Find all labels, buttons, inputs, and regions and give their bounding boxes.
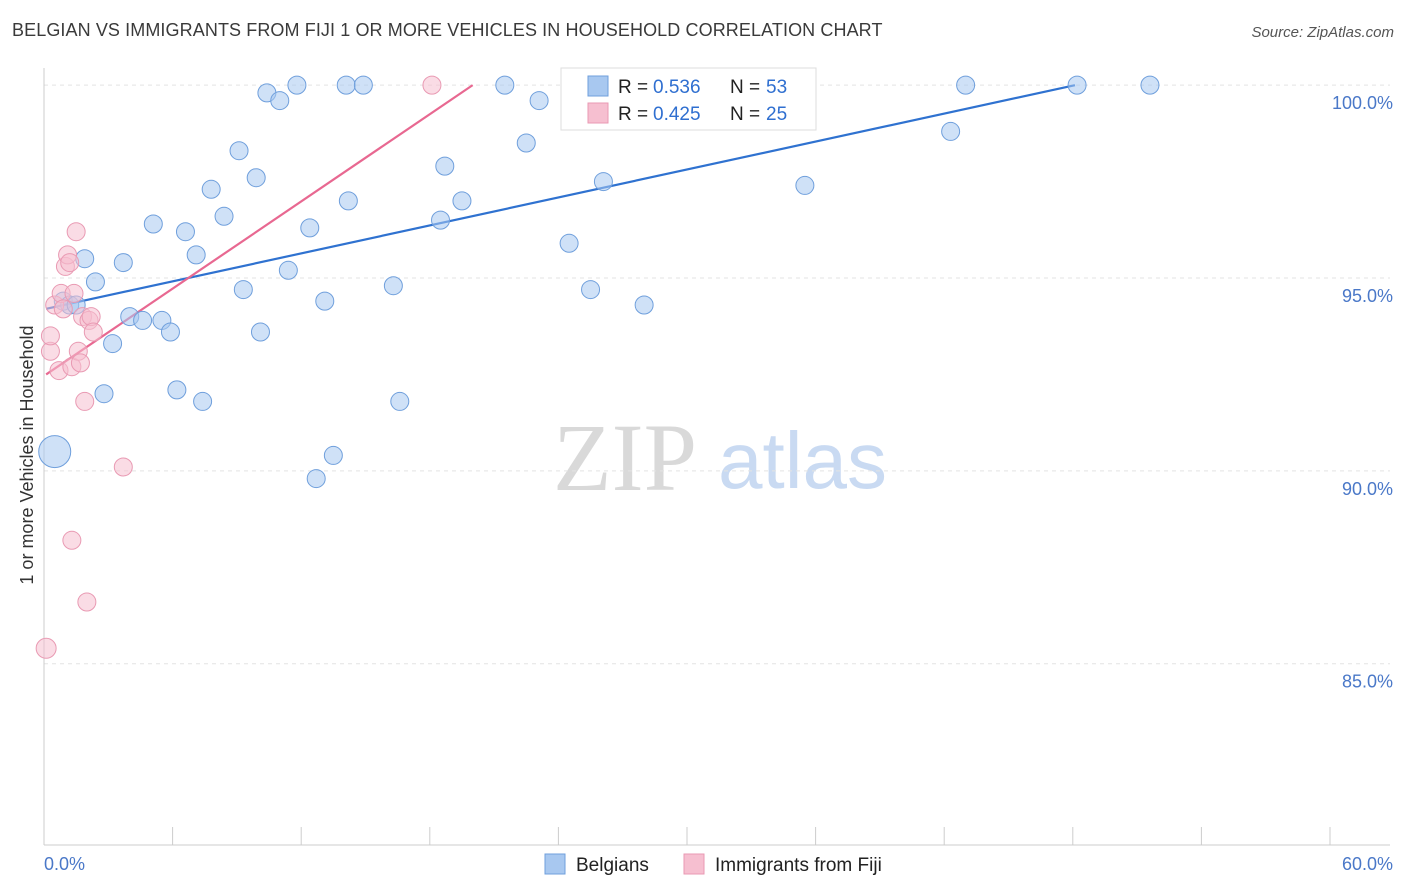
belgians-point (306, 469, 326, 489)
belgians-point (336, 75, 356, 95)
x-tick-label: 60.0% (1342, 854, 1393, 874)
tick-labels: 100.0% 95.0% 90.0% 85.0% 0.0% 60.0% (44, 93, 1393, 874)
gridlines (44, 84, 1390, 665)
trend-lines (45, 84, 1076, 376)
belgians-point (1140, 75, 1160, 95)
stats-legend: R = 0.536 N = 53 R = 0.425 N = 25 (560, 67, 817, 131)
belgians-point (85, 272, 105, 292)
fiji-point (64, 283, 84, 303)
belgians-point (353, 75, 373, 95)
belgians-point (287, 75, 307, 95)
legend-n-label-1: N = (730, 77, 760, 98)
series-legend-swatch-belgians[interactable] (544, 853, 566, 875)
legend-n-value-2: 25 (766, 104, 787, 125)
fiji-trend-line (45, 84, 474, 376)
y-tick-label: 90.0% (1342, 479, 1393, 499)
fiji-point (75, 391, 95, 411)
belgians-point (315, 291, 335, 311)
belgians-point (278, 260, 298, 280)
belgians-point (167, 380, 187, 400)
fiji-point (77, 592, 97, 612)
belgians-point (795, 175, 815, 195)
watermark: ZIP atlas (553, 404, 887, 511)
fiji-point (62, 530, 82, 550)
scatter-points (35, 75, 1160, 659)
legend-n-value-1: 53 (766, 77, 787, 98)
fiji-point (113, 457, 133, 477)
belgians-point (270, 91, 290, 111)
axes (43, 68, 1390, 846)
belgians-point (175, 222, 195, 242)
x-tick-label: 0.0% (44, 854, 85, 874)
belgians-point (435, 156, 455, 176)
belgians-point (201, 179, 221, 199)
series-legend: Belgians Immigrants from Fiji (544, 853, 882, 876)
belgians-point (516, 133, 536, 153)
belgians-point (214, 206, 234, 226)
belgians-point (229, 141, 249, 161)
source-credit: Source: ZipAtlas.com (1251, 24, 1394, 41)
fiji-point (60, 253, 80, 273)
fiji-point (66, 222, 86, 242)
belgians-point (559, 233, 579, 253)
legend-n-label-2: N = (730, 104, 760, 125)
fiji-point (40, 326, 60, 346)
fiji-point (35, 637, 57, 659)
y-tick-label: 85.0% (1342, 672, 1393, 692)
y-tick-label: 100.0% (1332, 93, 1393, 113)
series-legend-label-belgians[interactable]: Belgians (576, 855, 649, 876)
belgians-point (581, 280, 601, 300)
legend-swatch-belgians (587, 75, 609, 97)
watermark-zip: ZIP (553, 404, 697, 511)
belgians-point (634, 295, 654, 315)
belgians-point (593, 172, 613, 192)
belgians-point (143, 214, 163, 234)
belgians-point (300, 218, 320, 238)
belgians-point (431, 210, 451, 230)
belgians-point (956, 75, 976, 95)
fiji-point (70, 353, 90, 373)
belgians-point (390, 391, 410, 411)
legend-r-label-2: R = (618, 104, 648, 125)
chart-title: BELGIAN VS IMMIGRANTS FROM FIJI 1 OR MOR… (12, 20, 883, 40)
belgians-point (529, 91, 549, 111)
belgians-point (233, 280, 253, 300)
belgians-point (193, 391, 213, 411)
series-legend-swatch-fiji[interactable] (683, 853, 705, 875)
watermark-atlas: atlas (718, 416, 887, 505)
belgians-point (113, 253, 133, 273)
belgians-point (246, 168, 266, 188)
legend-r-label-1: R = (618, 77, 648, 98)
belgians-point (323, 445, 343, 465)
belgians-point (495, 75, 515, 95)
legend-swatch-fiji (587, 102, 609, 124)
legend-r-value-1: 0.536 (653, 77, 701, 98)
fiji-point (83, 322, 103, 342)
y-tick-label: 95.0% (1342, 286, 1393, 306)
y-axis-label: 1 or more Vehicles in Household (17, 325, 37, 584)
belgians-point (160, 322, 180, 342)
belgians-point (250, 322, 270, 342)
belgians-point (1067, 75, 1087, 95)
belgians-point (133, 310, 153, 330)
belgians-point (103, 334, 123, 354)
belgians-point (941, 121, 961, 141)
fiji-point (53, 299, 73, 319)
series-legend-label-fiji[interactable]: Immigrants from Fiji (715, 855, 882, 876)
belgians-point (186, 245, 206, 265)
belgians-point (383, 276, 403, 296)
belgians-point (38, 435, 72, 469)
belgians-trend-line (45, 84, 1076, 310)
belgians-point (94, 384, 114, 404)
belgians-point (452, 191, 472, 211)
legend-r-value-2: 0.425 (653, 104, 701, 125)
fiji-point (422, 75, 442, 95)
belgians-point (338, 191, 358, 211)
